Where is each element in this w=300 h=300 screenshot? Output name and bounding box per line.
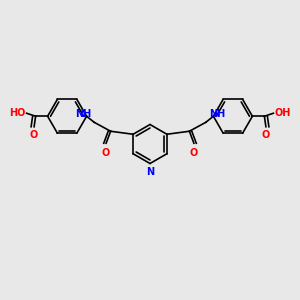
Text: NH: NH bbox=[75, 109, 91, 119]
Text: O: O bbox=[30, 130, 38, 140]
Text: O: O bbox=[262, 130, 270, 140]
Text: NH: NH bbox=[209, 109, 225, 119]
Text: OH: OH bbox=[275, 108, 291, 118]
Text: HO: HO bbox=[9, 108, 25, 118]
Text: O: O bbox=[190, 148, 198, 158]
Text: O: O bbox=[102, 148, 110, 158]
Text: N: N bbox=[146, 167, 154, 177]
